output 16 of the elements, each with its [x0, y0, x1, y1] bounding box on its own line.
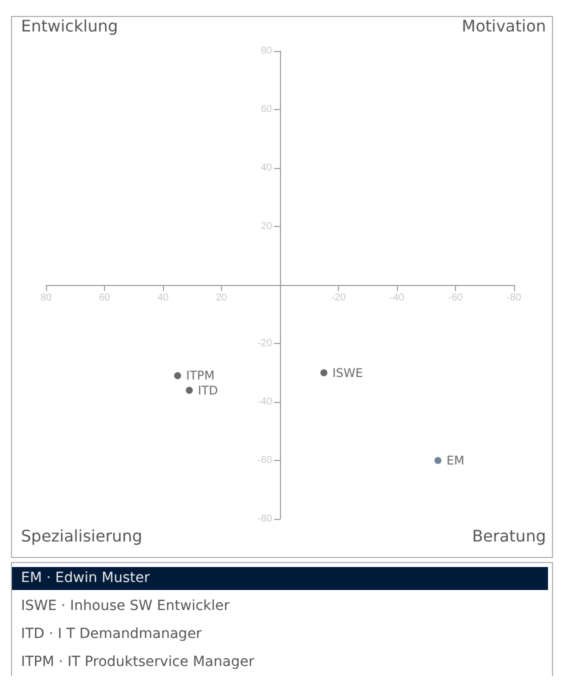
series-label: ISWE — [332, 366, 363, 380]
point — [186, 386, 193, 394]
series-label: ITPM — [186, 368, 215, 383]
series-label: ITD — [198, 383, 218, 398]
text: Spezialisierung — [21, 526, 142, 546]
text: ISWE · Inhouse SW Entwickler — [21, 598, 230, 614]
series-label: EM — [446, 454, 464, 468]
point — [320, 369, 328, 376]
point — [174, 372, 182, 380]
text: Beratung — [472, 526, 546, 546]
text: ITD · I T Demandmanager — [21, 626, 202, 642]
point — [434, 457, 442, 464]
text: EM · Edwin Muster — [21, 570, 150, 586]
text: Motivation — [462, 16, 546, 36]
text: ITPM · IT Produktservice Manager — [21, 654, 254, 670]
text: Entwicklung — [21, 16, 118, 36]
